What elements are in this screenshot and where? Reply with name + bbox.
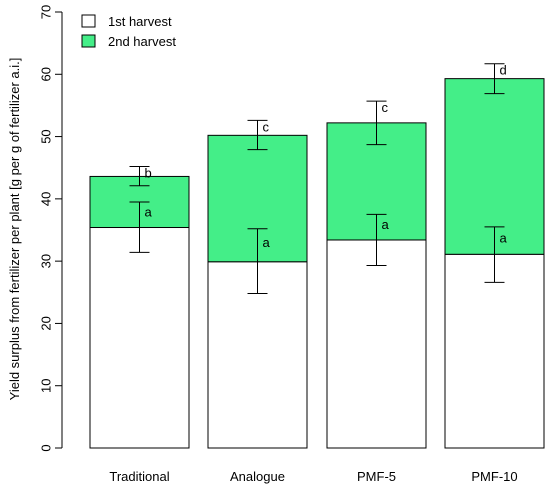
letter-2nd-harvest: c: [263, 119, 270, 134]
letter-2nd-harvest: d: [500, 63, 507, 78]
legend: 1st harvest 2nd harvest: [82, 14, 176, 49]
legend-swatch: [82, 15, 95, 27]
x-axis: Traditional Analogue PMF-5 PMF-10: [109, 469, 517, 484]
bar-1st-harvest: [327, 240, 426, 448]
letter-1st-harvest: a: [382, 217, 390, 232]
letter-2nd-harvest: b: [145, 165, 152, 180]
y-axis: 0 10 20 30 40 50 60 70: [39, 5, 63, 452]
y-axis-label: Yield surplus from fertilizer per plant …: [7, 58, 22, 401]
letter-2nd-harvest: c: [382, 100, 389, 115]
x-tick-label: Analogue: [230, 469, 285, 484]
letter-1st-harvest: a: [263, 235, 271, 250]
x-tick-label: Traditional: [109, 469, 169, 484]
y-tick-label: 10: [39, 378, 54, 392]
y-tick-label: 60: [39, 67, 54, 81]
y-tick-label: 70: [39, 5, 54, 19]
y-tick-label: 20: [39, 316, 54, 330]
bars: [90, 79, 544, 448]
x-tick-label: PMF-5: [357, 469, 396, 484]
bar-1st-harvest: [90, 228, 189, 448]
y-tick-label: 30: [39, 254, 54, 268]
y-tick-label: 50: [39, 129, 54, 143]
letter-1st-harvest: a: [145, 205, 153, 220]
y-tick-label: 40: [39, 192, 54, 206]
legend-label: 2nd harvest: [108, 34, 176, 49]
letter-1st-harvest: a: [500, 230, 508, 245]
legend-swatch: [82, 35, 95, 47]
legend-label: 1st harvest: [108, 14, 172, 29]
bar-1st-harvest: [445, 254, 544, 448]
y-tick-label: 0: [39, 444, 54, 451]
x-tick-label: PMF-10: [471, 469, 517, 484]
